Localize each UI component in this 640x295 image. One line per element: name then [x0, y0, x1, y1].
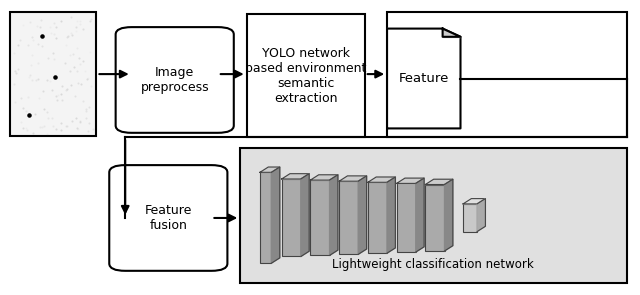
Polygon shape: [301, 174, 309, 256]
Polygon shape: [339, 176, 367, 181]
Polygon shape: [368, 177, 396, 182]
Bar: [397, 183, 416, 252]
Bar: [310, 180, 330, 255]
FancyBboxPatch shape: [109, 165, 227, 271]
Polygon shape: [397, 178, 424, 183]
Polygon shape: [271, 167, 280, 263]
Polygon shape: [387, 29, 461, 128]
Bar: [10, 12, 97, 136]
Polygon shape: [330, 175, 338, 255]
Bar: [463, 204, 477, 232]
Polygon shape: [443, 29, 461, 37]
Polygon shape: [426, 179, 453, 184]
Polygon shape: [463, 199, 485, 204]
Bar: [426, 184, 445, 251]
Text: Image
preprocess: Image preprocess: [140, 66, 209, 94]
FancyBboxPatch shape: [116, 27, 234, 133]
Bar: [387, 12, 627, 137]
Bar: [368, 182, 387, 253]
Text: Feature
fusion: Feature fusion: [145, 204, 192, 232]
Bar: [282, 179, 301, 256]
Polygon shape: [358, 176, 367, 254]
Polygon shape: [260, 167, 280, 172]
Polygon shape: [310, 175, 338, 180]
Polygon shape: [477, 199, 485, 232]
Polygon shape: [387, 177, 396, 253]
Polygon shape: [282, 174, 309, 179]
Bar: [260, 172, 271, 263]
Polygon shape: [445, 179, 453, 251]
Bar: [246, 14, 365, 137]
Text: Feature: Feature: [399, 72, 449, 85]
Bar: [240, 148, 627, 283]
Text: Lightweight classification network: Lightweight classification network: [332, 258, 534, 271]
Bar: [339, 181, 358, 254]
Polygon shape: [416, 178, 424, 252]
Text: YOLO network
based environment
semantic
extraction: YOLO network based environment semantic …: [245, 47, 366, 104]
